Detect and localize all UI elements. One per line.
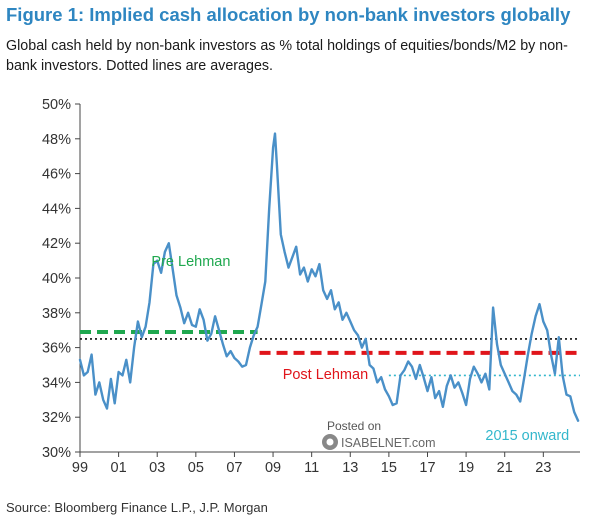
y-tick-label: 48%: [42, 132, 71, 148]
x-tick-label: 09: [265, 460, 281, 476]
y-tick-label: 44%: [42, 201, 71, 217]
watermark: Posted on ISABELNET.com: [322, 419, 435, 450]
chart-subtitle: Global cash held by non-bank investors a…: [6, 38, 568, 74]
y-tick-label: 50%: [42, 97, 71, 113]
y-tick-label: 46%: [42, 167, 71, 183]
watermark-logo-icon: [322, 434, 338, 450]
series-line: [78, 132, 580, 422]
y-tick-label: 34%: [42, 375, 71, 391]
x-tick-label: 11: [304, 460, 319, 476]
y-tick-label: 30%: [42, 445, 71, 461]
annotation-2015-onward: 2015 onward: [485, 428, 569, 444]
x-tick-label: 19: [458, 460, 474, 476]
annotation-post-lehman: Post Lehman: [283, 367, 368, 383]
x-tick-label: 03: [149, 460, 165, 476]
chart-title: Figure 1: Implied cash allocation by non…: [6, 4, 571, 25]
x-tick-label: 23: [535, 460, 551, 476]
x-tick-label: 07: [226, 460, 242, 476]
x-tick-label: 01: [111, 460, 127, 476]
x-tick-label: 13: [342, 460, 358, 476]
x-tick-label: 99: [72, 460, 88, 476]
axes: 30% 32% 34% 36% 38% 40% 42% 44% 46% 48% 50% 99 01 03 0…: [42, 97, 580, 476]
source-note: Source: Bloomberg Finance L.P., J.P. Mor…: [6, 500, 268, 515]
annotation-pre-lehman: Pre Lehman: [151, 254, 230, 270]
y-tick-label: 36%: [42, 341, 71, 357]
watermark-line2: ISABELNET.com: [341, 436, 435, 450]
x-tick-label: 15: [381, 460, 397, 476]
y-tick-label: 32%: [42, 410, 71, 426]
y-tick-label: 38%: [42, 306, 71, 322]
annotations: Pre Lehman Post Lehman 2015 onward: [151, 254, 569, 444]
watermark-line1: Posted on: [327, 419, 381, 433]
series-layer: [78, 132, 580, 422]
x-tick-label: 17: [419, 460, 435, 476]
x-tick-label: 05: [188, 460, 204, 476]
y-tick-label: 42%: [42, 236, 71, 252]
y-tick-label: 40%: [42, 271, 71, 287]
x-tick-label: 21: [497, 460, 513, 476]
